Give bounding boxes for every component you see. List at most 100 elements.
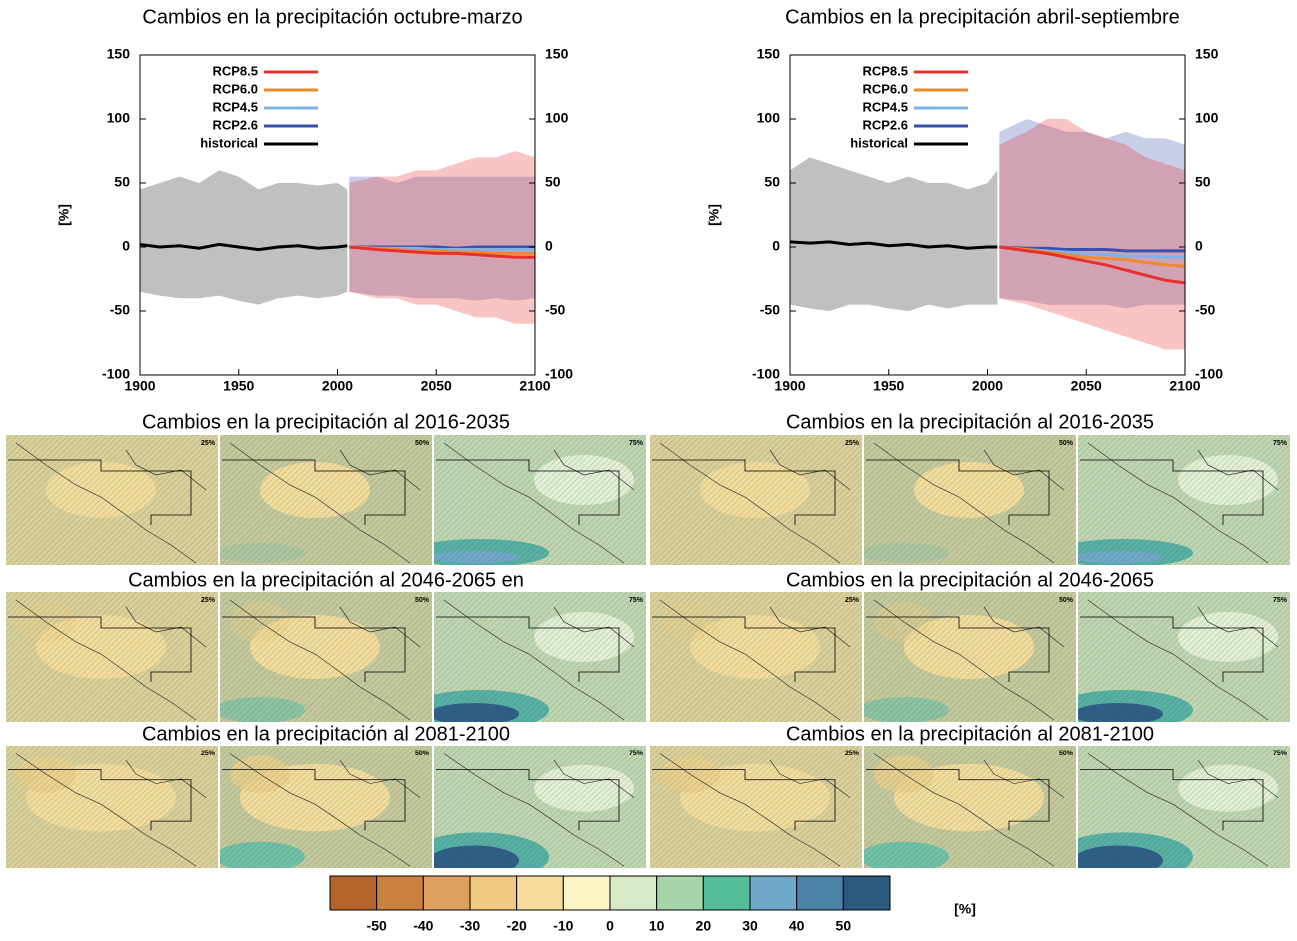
series-line bbox=[140, 242, 348, 252]
map-coastline bbox=[553, 606, 635, 648]
colorbar-tick-label: 30 bbox=[742, 918, 758, 934]
map-coastline bbox=[229, 442, 411, 564]
map-domain-box bbox=[1080, 769, 1264, 831]
y-tick-label: 0 bbox=[122, 238, 130, 254]
map-hatch bbox=[650, 435, 862, 565]
chart-title: Cambios en la precipitación abril-septie… bbox=[785, 6, 1180, 28]
map-coastline bbox=[229, 753, 411, 867]
colorbar-tick-label: 0 bbox=[606, 918, 614, 934]
y2-tick-label: 50 bbox=[545, 174, 561, 190]
x-tick-label: 1950 bbox=[223, 378, 254, 394]
colorbar-box bbox=[796, 875, 844, 911]
legend-label: RCP2.6 bbox=[212, 117, 258, 132]
map-hatch bbox=[6, 435, 218, 565]
x-tick-label: 2050 bbox=[421, 378, 452, 394]
y2-tick-label: 0 bbox=[545, 238, 553, 254]
map-coastline bbox=[125, 606, 207, 648]
map-percentile-label: 50% bbox=[415, 440, 430, 447]
map-percentile-label: 25% bbox=[201, 750, 215, 757]
map-coastline bbox=[769, 759, 851, 798]
map-domain-box bbox=[8, 616, 192, 682]
map-coastline bbox=[659, 599, 841, 721]
map-hatch bbox=[864, 435, 1076, 565]
y2-tick-label: -50 bbox=[545, 302, 565, 318]
map-panel: 50% bbox=[220, 592, 432, 722]
colorbar-box bbox=[842, 875, 891, 911]
map-hatch bbox=[1078, 592, 1290, 722]
map-domain-box bbox=[1080, 616, 1264, 682]
legend-label: RCP4.5 bbox=[862, 99, 908, 114]
map-percentile-label: 75% bbox=[1273, 440, 1288, 447]
map-coastline bbox=[659, 442, 841, 564]
x-tick-label: 1950 bbox=[873, 378, 904, 394]
legend-label: RCP4.5 bbox=[212, 99, 258, 114]
map-panel: 75% bbox=[1078, 592, 1290, 722]
map-row-title: Cambios en la precipitación al 2046-2065… bbox=[128, 569, 524, 591]
map-panel: 50% bbox=[220, 746, 432, 868]
y2-tick-label: -100 bbox=[1195, 366, 1223, 382]
y-tick-label: 50 bbox=[114, 174, 130, 190]
map-coastline bbox=[339, 759, 421, 798]
y-tick-label: 150 bbox=[107, 46, 131, 62]
map-hatch bbox=[650, 746, 862, 868]
map-hatch bbox=[220, 746, 432, 868]
legend-label: historical bbox=[200, 135, 258, 150]
map-percentile-label: 25% bbox=[845, 750, 859, 757]
y2-tick-label: 150 bbox=[1195, 46, 1219, 62]
y-tick-label: 0 bbox=[772, 238, 780, 254]
y-tick-label: -100 bbox=[102, 366, 130, 382]
series-line bbox=[999, 245, 1185, 253]
y2-tick-label: -50 bbox=[1195, 302, 1215, 318]
legend-label: RCP8.5 bbox=[212, 63, 258, 78]
y-tick-label: 100 bbox=[757, 110, 781, 126]
map-coastline bbox=[873, 442, 1055, 564]
map-hatch bbox=[6, 746, 218, 868]
map-panel: 75% bbox=[434, 592, 646, 722]
spread-band bbox=[349, 151, 535, 324]
map-panel: 75% bbox=[434, 746, 646, 868]
series-line bbox=[349, 245, 535, 259]
map-domain-box bbox=[652, 616, 836, 682]
map-coastline bbox=[1087, 753, 1269, 867]
series-line bbox=[999, 245, 1185, 285]
colorbar-box bbox=[702, 875, 751, 911]
map-coastline bbox=[553, 759, 635, 798]
spread-band bbox=[140, 170, 348, 305]
map-panel: 25% bbox=[650, 746, 862, 868]
map-domain-box bbox=[222, 616, 406, 682]
map-coastline bbox=[983, 449, 1065, 491]
legend-label: RCP6.0 bbox=[212, 81, 258, 96]
x-tick-label: 1900 bbox=[774, 378, 805, 394]
y-tick-label: 150 bbox=[757, 46, 781, 62]
map-coastline bbox=[339, 449, 421, 491]
map-panel: 75% bbox=[434, 435, 646, 565]
spread-band bbox=[999, 119, 1185, 350]
map-panel: 25% bbox=[6, 592, 218, 722]
y-tick-label: -50 bbox=[110, 302, 130, 318]
map-row-title: Cambios en la precipitación al 2016-2035 bbox=[786, 411, 1154, 433]
map-hatch bbox=[434, 592, 646, 722]
colorbar-box bbox=[562, 875, 611, 911]
map-domain-box bbox=[8, 769, 192, 831]
map-percentile-label: 75% bbox=[629, 597, 644, 604]
map-domain-box bbox=[866, 616, 1050, 682]
map-panel: 50% bbox=[864, 746, 1076, 868]
colorbar-tick-label: -30 bbox=[460, 918, 480, 934]
map-hatch bbox=[220, 435, 432, 565]
map-panel: 25% bbox=[6, 435, 218, 565]
colorbar-box bbox=[609, 875, 658, 911]
map-panel: 50% bbox=[220, 435, 432, 565]
colorbar-tick-label: 10 bbox=[649, 918, 665, 934]
map-coastline bbox=[873, 753, 1055, 867]
colorbar-box bbox=[329, 875, 378, 911]
map-percentile-label: 25% bbox=[845, 597, 860, 604]
map-coastline bbox=[1197, 606, 1279, 648]
x-tick-label: 2100 bbox=[519, 378, 550, 394]
map-domain-box bbox=[866, 769, 1050, 831]
map-row-title: Cambios en la precipitación al 2016-2035 bbox=[142, 411, 510, 433]
spread-band bbox=[349, 176, 535, 301]
map-coastline bbox=[873, 599, 1055, 721]
map-percentile-label: 50% bbox=[1059, 750, 1073, 757]
map-percentile-label: 75% bbox=[629, 750, 643, 757]
map-hatch bbox=[434, 435, 646, 565]
